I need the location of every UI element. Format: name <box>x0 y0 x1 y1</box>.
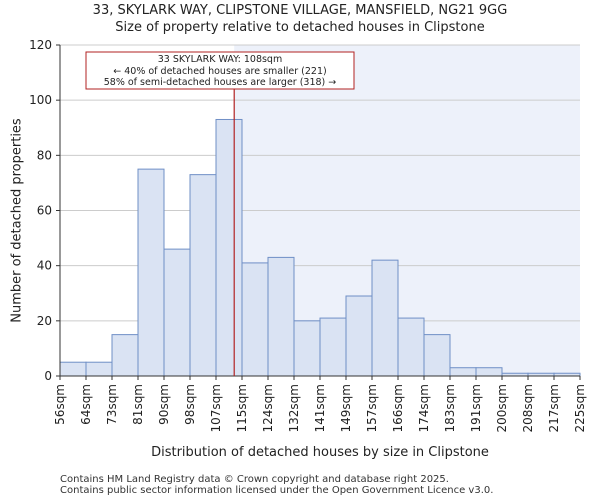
x-tick-label: 166sqm <box>391 384 405 432</box>
bar-90sqm <box>163 248 191 377</box>
x-tick-label: 124sqm <box>261 384 275 432</box>
x-tick-label: 225sqm <box>573 384 587 432</box>
bar-191sqm <box>475 367 503 377</box>
x-axis-label: Distribution of detached houses by size … <box>151 445 489 460</box>
bar-56sqm <box>59 361 87 377</box>
bar-107sqm <box>215 118 243 377</box>
y-tick-label: 100 <box>29 93 52 107</box>
bar-141sqm <box>319 317 347 377</box>
annotation-line-2: ← 40% of detached houses are smaller (22… <box>113 66 326 77</box>
bar-64sqm <box>85 361 113 377</box>
y-tick-label: 0 <box>44 369 52 383</box>
bar-124sqm <box>267 256 295 377</box>
x-tick-label: 64sqm <box>79 384 93 425</box>
x-tick-label: 73sqm <box>105 384 119 425</box>
x-tick-label: 217sqm <box>547 384 561 432</box>
x-tick-label: 81sqm <box>131 384 145 425</box>
footer-line-2: Contains public sector information licen… <box>60 485 494 496</box>
bar-166sqm <box>397 317 425 377</box>
bar-157sqm <box>371 259 399 377</box>
y-tick-label: 40 <box>37 259 52 273</box>
x-tick-label: 107sqm <box>209 384 223 432</box>
x-tick-label: 132sqm <box>287 384 301 432</box>
x-tick-label: 174sqm <box>417 384 431 432</box>
x-tick-label: 115sqm <box>235 384 249 432</box>
x-tick-label: 183sqm <box>443 384 457 432</box>
bar-115sqm <box>241 262 269 377</box>
y-axis-label: Number of detached properties <box>9 118 25 323</box>
x-tick-label: 149sqm <box>339 384 353 432</box>
x-tick-label: 98sqm <box>183 384 197 425</box>
bar-149sqm <box>345 295 373 377</box>
x-tick-label: 191sqm <box>469 384 483 432</box>
chart-title: 33, SKYLARK WAY, CLIPSTONE VILLAGE, MANS… <box>92 3 508 18</box>
y-tick-label: 120 <box>29 38 52 52</box>
bar-132sqm <box>293 320 321 377</box>
x-tick-label: 141sqm <box>313 384 327 432</box>
y-tick-label: 60 <box>37 204 52 218</box>
x-tick-label: 56sqm <box>53 384 67 425</box>
chart-subtitle: Size of property relative to detached ho… <box>115 20 485 35</box>
x-tick-label: 90sqm <box>157 384 171 425</box>
bar-183sqm <box>449 367 477 377</box>
bar-73sqm <box>111 334 139 377</box>
x-tick-label: 200sqm <box>495 384 509 432</box>
bar-174sqm <box>423 334 451 377</box>
bar-81sqm <box>137 168 165 377</box>
annotation-line-1: 33 SKYLARK WAY: 108sqm <box>158 54 282 65</box>
x-tick-label: 208sqm <box>521 384 535 432</box>
bar-98sqm <box>189 174 217 377</box>
y-tick-label: 80 <box>37 148 52 162</box>
footer-line-1: Contains HM Land Registry data © Crown c… <box>60 474 449 485</box>
x-tick-label: 157sqm <box>365 384 379 432</box>
annotation-box <box>85 51 355 90</box>
y-tick-label: 20 <box>37 314 52 328</box>
annotation-line-3: 58% of semi-detached houses are larger (… <box>104 77 337 88</box>
